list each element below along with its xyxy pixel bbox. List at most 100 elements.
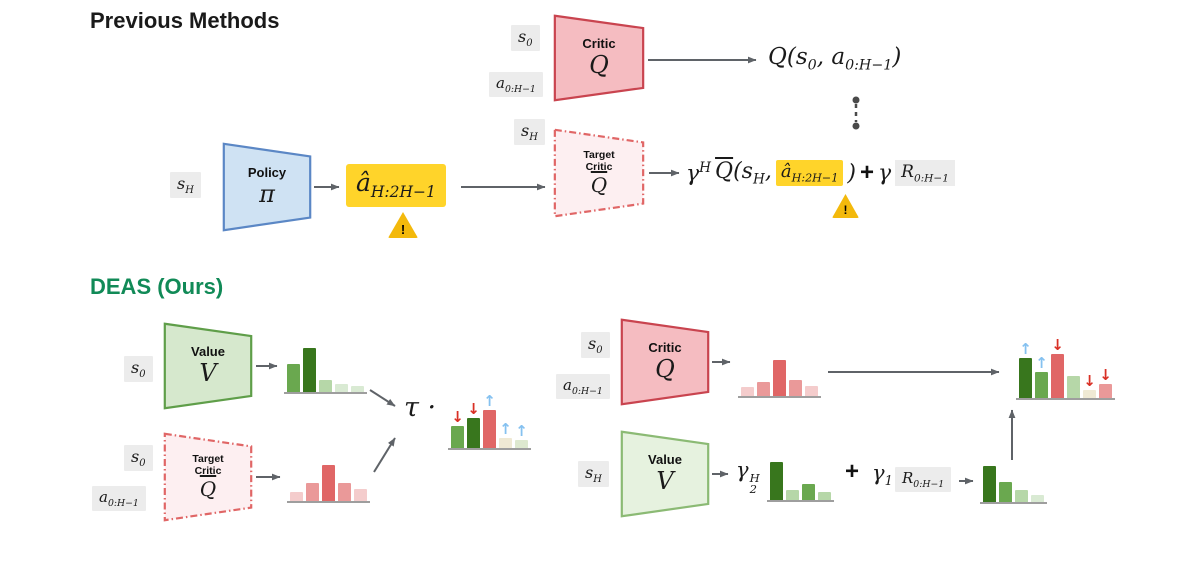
chart-bar-column	[818, 492, 831, 500]
critic-network: Critic Q	[620, 318, 710, 406]
value-label: Value	[648, 452, 682, 468]
up-arrow-icon: ↑	[483, 392, 496, 410]
math-part: â	[356, 168, 371, 197]
warning-icon: !	[832, 194, 859, 218]
math-part: a	[563, 376, 572, 394]
chart-bar	[335, 384, 348, 392]
target-critic-label-line1: Target	[583, 148, 615, 161]
target-critic-output-chart	[287, 465, 370, 503]
math-part: s	[131, 447, 140, 466]
math-part: )	[892, 44, 902, 70]
input-sH-policy-box: sH	[170, 172, 201, 199]
math-part: H	[593, 474, 602, 486]
chart-bar-column: ↑	[499, 422, 512, 448]
highlighted-action-term: âH:2H−1	[775, 160, 844, 186]
math-part: 0:H−1	[107, 498, 139, 509]
chart-bar	[1031, 495, 1044, 502]
target-critic-trapezoid-shape	[163, 432, 253, 522]
plus-sign: +	[859, 159, 874, 186]
math-part: R	[901, 161, 914, 182]
gamma-H-term: γH	[686, 160, 711, 186]
input-a0h-box: a0:H−1	[489, 72, 543, 97]
chart-bar	[770, 462, 783, 500]
chart-bar	[818, 492, 831, 500]
chart-bar	[786, 490, 799, 500]
discounted-value-chart	[767, 462, 834, 502]
math-part: γ	[877, 160, 892, 186]
policy-symbol: π	[259, 180, 275, 209]
chart-bar-column: ↑	[1019, 342, 1032, 398]
chart-bar-column	[338, 483, 351, 501]
math-part: R	[902, 469, 914, 487]
input-s0-box: s0	[511, 25, 540, 52]
value-symbol: V	[656, 467, 674, 496]
chart-bar-column	[773, 360, 786, 396]
chart-bar	[757, 382, 770, 396]
chart-bar	[483, 410, 496, 448]
down-arrow-icon: ↓	[1099, 366, 1112, 384]
target-critic-symbol: Q	[199, 477, 217, 502]
chart-bar	[287, 364, 300, 392]
critic-label: Critic	[582, 36, 616, 52]
chart-bar-column	[741, 387, 754, 396]
tau-multiplier: τ ·	[404, 392, 436, 423]
critic-symbol: Q	[655, 355, 675, 384]
math-part: 0:H−1	[845, 57, 893, 74]
math-part: s	[518, 27, 527, 46]
value-symbol: V	[199, 359, 217, 388]
chart-bar	[515, 440, 528, 448]
target-critic-label-line2: Critic	[194, 465, 222, 477]
chart-bar-column	[1031, 495, 1044, 502]
chart-bar-column	[786, 490, 799, 500]
chart-bar-column	[999, 482, 1012, 502]
math-part: 0	[139, 458, 146, 470]
math-part: 0:H−1	[571, 386, 603, 397]
chart-bar	[805, 386, 818, 396]
value-output-chart	[284, 348, 367, 394]
value-network: Value V	[620, 430, 710, 518]
gamma1-coefficient: γ1	[872, 461, 893, 489]
critic-symbol: Q	[589, 51, 609, 80]
chart-bar-column	[351, 386, 364, 392]
value-trapezoid-shape	[163, 322, 253, 410]
chart-bar-column	[802, 484, 815, 500]
q-output-expression: Q(s0, a0:H−1)	[768, 44, 901, 74]
chart-bar	[1099, 384, 1112, 398]
warning-exclamation: !	[843, 203, 848, 217]
dotted-link	[852, 96, 860, 130]
chart-bar-column: ↓	[1083, 374, 1096, 398]
math-part: γ	[872, 461, 885, 485]
chart-bar	[983, 466, 996, 502]
math-part: s	[521, 121, 530, 140]
math-part: γ	[736, 458, 749, 482]
chart-bar	[789, 380, 802, 396]
reward-term-box: R0:H−1	[895, 159, 955, 187]
math-part: 0:H−1	[504, 84, 536, 95]
deas-title: DEAS (Ours)	[90, 274, 224, 299]
math-part: , a	[816, 44, 846, 70]
target-critic-label-line2: Critic	[585, 161, 613, 173]
target-critic-trapezoid-shape	[553, 128, 645, 218]
chart-bar-column	[1015, 490, 1028, 502]
chart-bar-column	[287, 364, 300, 392]
chart-bar-column	[354, 489, 367, 501]
chart-bar-column	[322, 465, 335, 501]
math-part: (s	[733, 158, 753, 184]
chart-bar-column: ↑	[483, 394, 496, 448]
gamma-term: γ	[878, 161, 891, 186]
policy-trapezoid-shape	[222, 142, 312, 232]
math-part: 0:H−1	[913, 172, 949, 185]
math-part: 0:H−1	[913, 479, 945, 490]
chart-bar-column: ↓	[467, 402, 480, 448]
math-part: s	[585, 463, 594, 482]
chart-bar-column	[306, 483, 319, 501]
math-part: 0	[807, 57, 817, 74]
target-critic-label-line1: Target	[192, 452, 224, 465]
reward-box: R0:H−1	[895, 467, 952, 492]
chart-bar-column: ↓	[451, 410, 464, 448]
chart-bar	[1067, 376, 1080, 398]
math-part: s	[131, 358, 140, 377]
critic-output-chart	[738, 360, 821, 398]
